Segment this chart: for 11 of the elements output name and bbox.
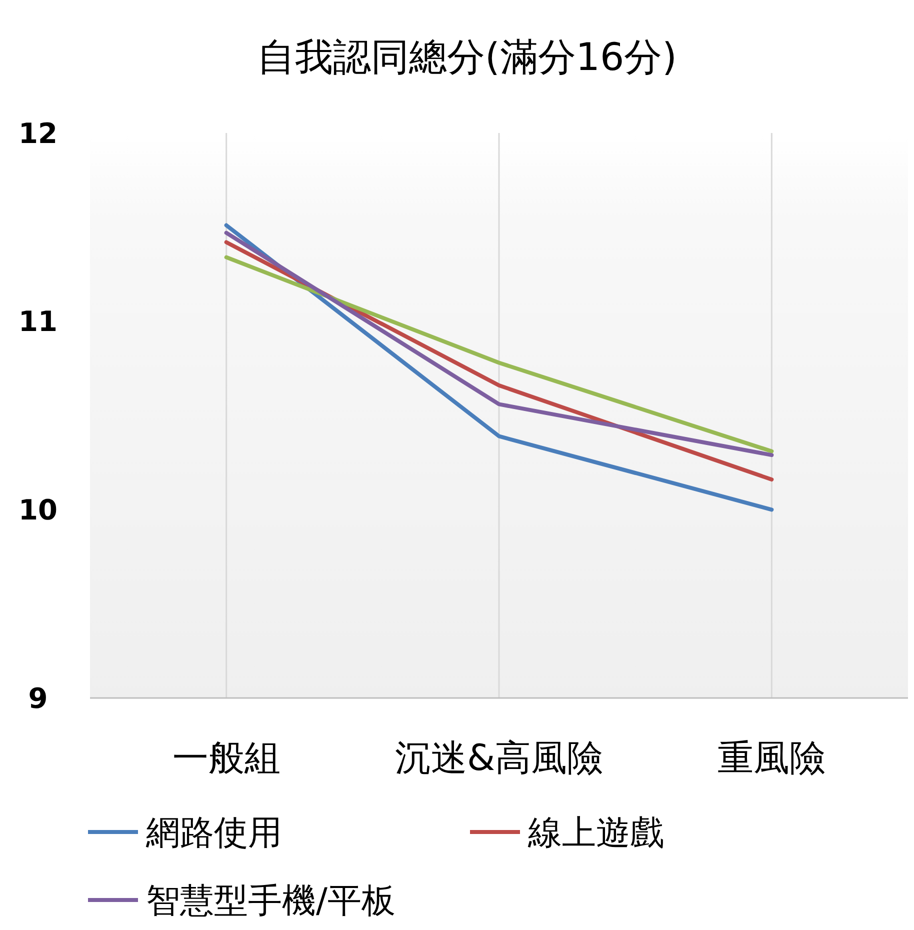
x-tick-label: 重風險 [718,738,826,779]
y-tick-label: 11 [18,305,58,338]
x-tick-label: 沉迷&高風險 [394,738,604,779]
y-tick-label: 9 [28,682,48,715]
y-tick-label: 12 [18,116,58,150]
y-tick-label: 10 [18,493,58,526]
legend-label: 智慧型手機/平板 [146,880,396,921]
legend-label: 網路使用 [145,812,282,853]
x-tick-label: 一般組 [172,738,280,779]
chart-title: 自我認同總分(滿分16分) [256,35,678,79]
legend-label: 線上遊戲 [527,812,664,853]
